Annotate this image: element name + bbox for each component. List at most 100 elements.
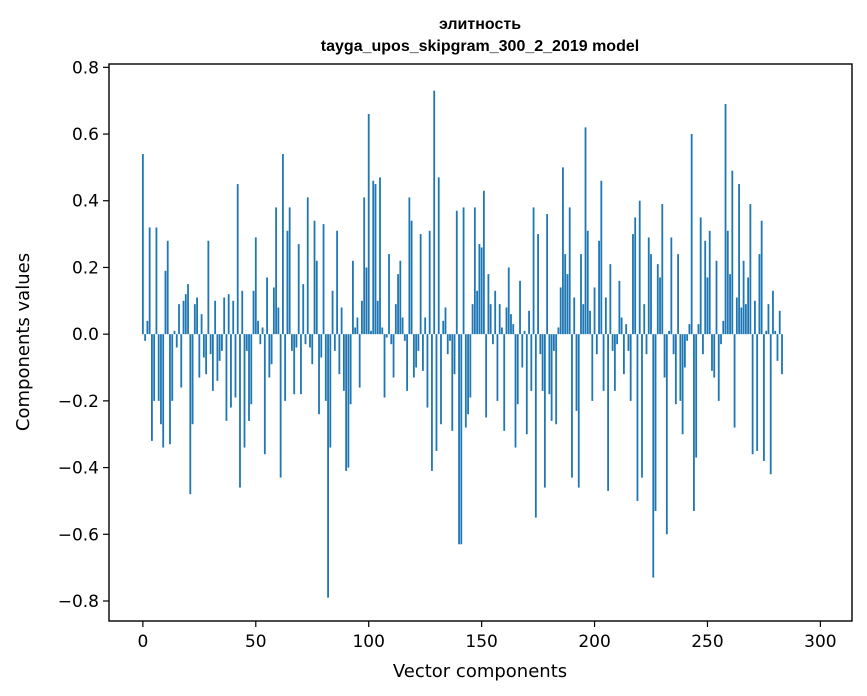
bar (361, 300, 363, 335)
chart-subtitle: tayga_upos_skipgram_300_2_2019 model (321, 38, 639, 55)
bar (257, 320, 259, 335)
bar (279, 334, 282, 478)
bar (367, 114, 370, 335)
bar (230, 334, 232, 408)
bar (232, 300, 235, 335)
bar (365, 267, 368, 335)
bar (758, 254, 761, 335)
bar (487, 274, 490, 335)
bar (426, 334, 429, 408)
bar (169, 334, 171, 445)
bar (717, 334, 720, 401)
bar (227, 294, 230, 335)
bar (543, 334, 546, 488)
bar (295, 334, 298, 348)
bar (248, 334, 250, 421)
bar (263, 334, 266, 455)
bar (602, 334, 605, 391)
bar (157, 334, 160, 401)
bar (148, 227, 151, 335)
bar (607, 334, 609, 491)
bar (324, 334, 327, 401)
bar (374, 184, 377, 335)
bar (742, 260, 745, 335)
bar (424, 317, 427, 335)
bar (252, 290, 255, 335)
y-ticks: −0.8 −0.6 −0.4 −0.2 0.0 0.2 0.4 0.6 0.8 (58, 58, 109, 612)
bar (539, 334, 542, 355)
bar (153, 334, 156, 401)
bar (354, 327, 357, 335)
bar (155, 227, 158, 335)
bar (559, 287, 562, 335)
bar (478, 244, 481, 335)
bar (772, 290, 774, 335)
bar (632, 234, 634, 335)
y-axis-label: Components values (13, 253, 34, 431)
bar (320, 334, 323, 358)
bar (151, 334, 153, 441)
bar (376, 300, 379, 335)
x-tick-label: 0 (137, 632, 148, 652)
bar (643, 304, 646, 335)
bar (160, 334, 162, 425)
bar (196, 297, 198, 335)
bar (695, 334, 698, 458)
bar (711, 334, 713, 371)
bar (756, 334, 759, 451)
bar (507, 267, 510, 335)
bar (412, 334, 415, 378)
bar (654, 334, 657, 511)
bar (431, 334, 433, 471)
bar (476, 290, 479, 335)
bar (446, 334, 449, 355)
bar (347, 334, 350, 468)
bar (623, 334, 625, 375)
bar (650, 254, 652, 335)
bar (670, 237, 673, 335)
bar (489, 304, 492, 335)
bar (598, 240, 600, 335)
bar (744, 304, 747, 335)
bar (207, 240, 210, 335)
bar (668, 330, 670, 335)
bar (604, 297, 607, 335)
bar (693, 334, 695, 511)
bar (311, 334, 314, 365)
bar (284, 334, 287, 401)
bar (304, 334, 307, 345)
bar (600, 180, 603, 335)
bar (239, 334, 241, 488)
bar (306, 197, 309, 335)
bar (216, 334, 219, 381)
bar (738, 184, 740, 335)
bar (333, 334, 336, 351)
bar (302, 284, 305, 335)
bar (530, 334, 533, 391)
bar (180, 334, 183, 388)
bar (202, 334, 205, 358)
bar (261, 327, 264, 335)
bar (322, 224, 325, 335)
bar (577, 334, 580, 488)
bar (537, 234, 539, 335)
bar (715, 260, 718, 335)
bar (254, 237, 257, 335)
bar (164, 270, 167, 335)
bar (358, 334, 361, 388)
bar (763, 334, 765, 461)
bar (708, 230, 711, 335)
bar (383, 334, 386, 398)
bar (288, 207, 291, 335)
bar (735, 297, 738, 335)
bar (720, 334, 722, 345)
bar (557, 327, 560, 335)
bar (679, 334, 682, 401)
bar (146, 320, 149, 335)
bar (336, 230, 338, 335)
bar (385, 334, 388, 338)
bar (381, 327, 384, 335)
bar (514, 334, 517, 448)
bar (753, 300, 756, 335)
bar (774, 330, 777, 335)
